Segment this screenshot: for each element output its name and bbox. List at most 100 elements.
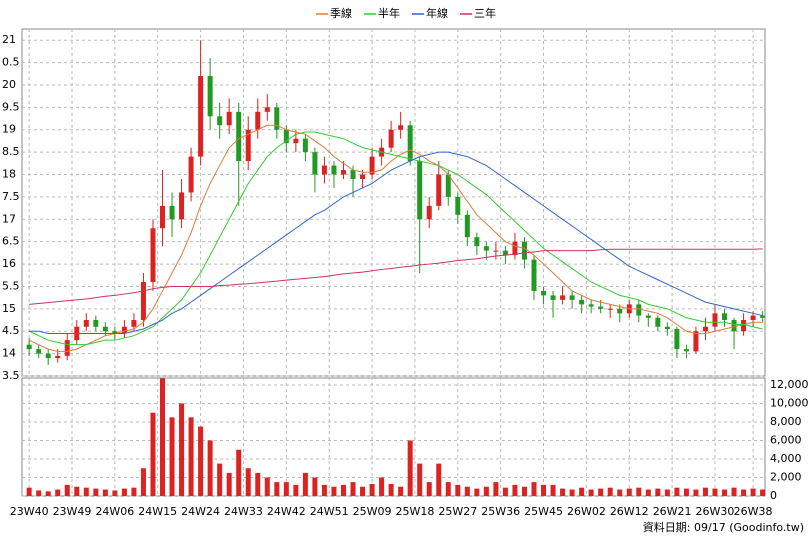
- candle-body: [731, 320, 737, 332]
- volume-bar: [45, 491, 51, 496]
- candle-body: [121, 326, 127, 334]
- candle-body: [683, 349, 689, 352]
- volume-tick-label: 12,000: [770, 378, 808, 391]
- candle-body: [579, 299, 585, 305]
- candle-body: [712, 313, 718, 327]
- y-tick-label: 17: [2, 212, 16, 225]
- volume-bar: [112, 490, 118, 496]
- volume-bar: [541, 484, 547, 496]
- legend-label: 三年: [474, 6, 496, 20]
- volume-bar: [493, 482, 499, 496]
- y-tick-label: 14: [2, 347, 16, 360]
- candle-body: [426, 205, 432, 220]
- volume-bar: [617, 489, 623, 496]
- volume-bar: [245, 468, 251, 496]
- candle-body: [350, 170, 356, 179]
- y-tick-label: 8.5: [2, 145, 20, 158]
- volume-bar: [198, 426, 204, 496]
- volume-bar: [664, 489, 670, 496]
- x-tick-label: 25W45: [524, 505, 563, 518]
- candle-body: [160, 205, 166, 229]
- volume-bar: [645, 489, 651, 496]
- volume-tick-label: 4,000: [770, 452, 802, 465]
- y-tick-label: 16: [2, 257, 16, 270]
- y-tick-label: 9.5: [2, 100, 20, 113]
- candle-body: [55, 355, 61, 359]
- volume-bar: [569, 489, 575, 496]
- volume-bar: [93, 488, 99, 496]
- volume-panel: [21, 377, 766, 497]
- volume-bar: [702, 487, 708, 496]
- x-tick-label: 26W38: [734, 505, 773, 518]
- volume-bar: [560, 488, 566, 496]
- x-tick-label: 23W49: [53, 505, 92, 518]
- candle-body: [455, 196, 461, 215]
- x-tick-label: 26W21: [653, 505, 692, 518]
- volume-bar: [731, 487, 737, 496]
- candle-body: [398, 125, 404, 130]
- volume-bar: [436, 463, 442, 496]
- footer: 資料日期: 09/17 (Goodinfo.tw): [643, 520, 804, 534]
- candle-body: [531, 259, 537, 291]
- legend-label: 半年: [378, 6, 400, 20]
- candle-body: [188, 156, 194, 193]
- volume-bar: [169, 417, 175, 496]
- volume-bar: [693, 489, 699, 496]
- volume-bar: [483, 486, 489, 496]
- candle-body: [340, 170, 346, 175]
- y-tick-label: 15: [2, 302, 16, 315]
- volume-bar: [302, 472, 308, 496]
- candle-body: [388, 129, 394, 148]
- volume-bar: [312, 477, 318, 496]
- x-tick-label: 25W27: [438, 505, 477, 518]
- y-tick-label: 0.5: [2, 56, 20, 69]
- ma-line: [28, 124, 763, 352]
- candle-body: [102, 326, 108, 332]
- volume-bar: [131, 487, 137, 496]
- candle-body: [760, 315, 766, 318]
- candle-body: [217, 116, 223, 126]
- candle-body: [169, 205, 175, 220]
- x-tick-label: 25W18: [395, 505, 434, 518]
- y-tick-label: 6.5: [2, 235, 20, 248]
- y-tick-label: 7.5: [2, 190, 20, 203]
- legend-label: 年線: [426, 6, 448, 20]
- volume-bar: [712, 488, 718, 496]
- volume-bar: [188, 417, 194, 496]
- candle-body: [674, 328, 680, 350]
- volume-bar: [226, 472, 232, 496]
- volume-bar: [102, 489, 108, 496]
- y-tick-label: 20: [2, 78, 16, 91]
- volume-bar: [83, 487, 89, 496]
- candle-body: [722, 313, 728, 321]
- volume-bar: [331, 486, 337, 496]
- candle-body: [636, 304, 642, 316]
- volume-bar: [179, 403, 185, 496]
- x-tick-label: 24W33: [224, 505, 263, 518]
- volume-tick-label: 8,000: [770, 415, 802, 428]
- volume-bar: [426, 482, 432, 496]
- x-tick-label: 26W30: [696, 505, 735, 518]
- candle-body: [45, 353, 51, 359]
- candle-body: [274, 107, 280, 130]
- volume-bar: [579, 487, 585, 496]
- volume-bar: [741, 489, 747, 496]
- candle-body: [588, 304, 594, 307]
- candle-body: [512, 241, 518, 256]
- x-tick-label: 24W06: [95, 505, 134, 518]
- price-panel: [21, 28, 766, 377]
- candle-body: [502, 250, 508, 256]
- x-tick-label: 25W36: [481, 505, 520, 518]
- volume-bar: [293, 484, 299, 496]
- candle-body: [569, 295, 575, 300]
- x-tick-label: 24W42: [267, 505, 306, 518]
- x-tick-label: 23W40: [10, 505, 49, 518]
- volume-tick-label: 10,000: [770, 396, 808, 409]
- candle-body: [245, 129, 251, 162]
- candle-body: [140, 281, 146, 321]
- volume-bar: [207, 440, 213, 496]
- volume-bar: [588, 489, 594, 496]
- candle-body: [150, 228, 156, 282]
- volume-bar: [521, 486, 527, 496]
